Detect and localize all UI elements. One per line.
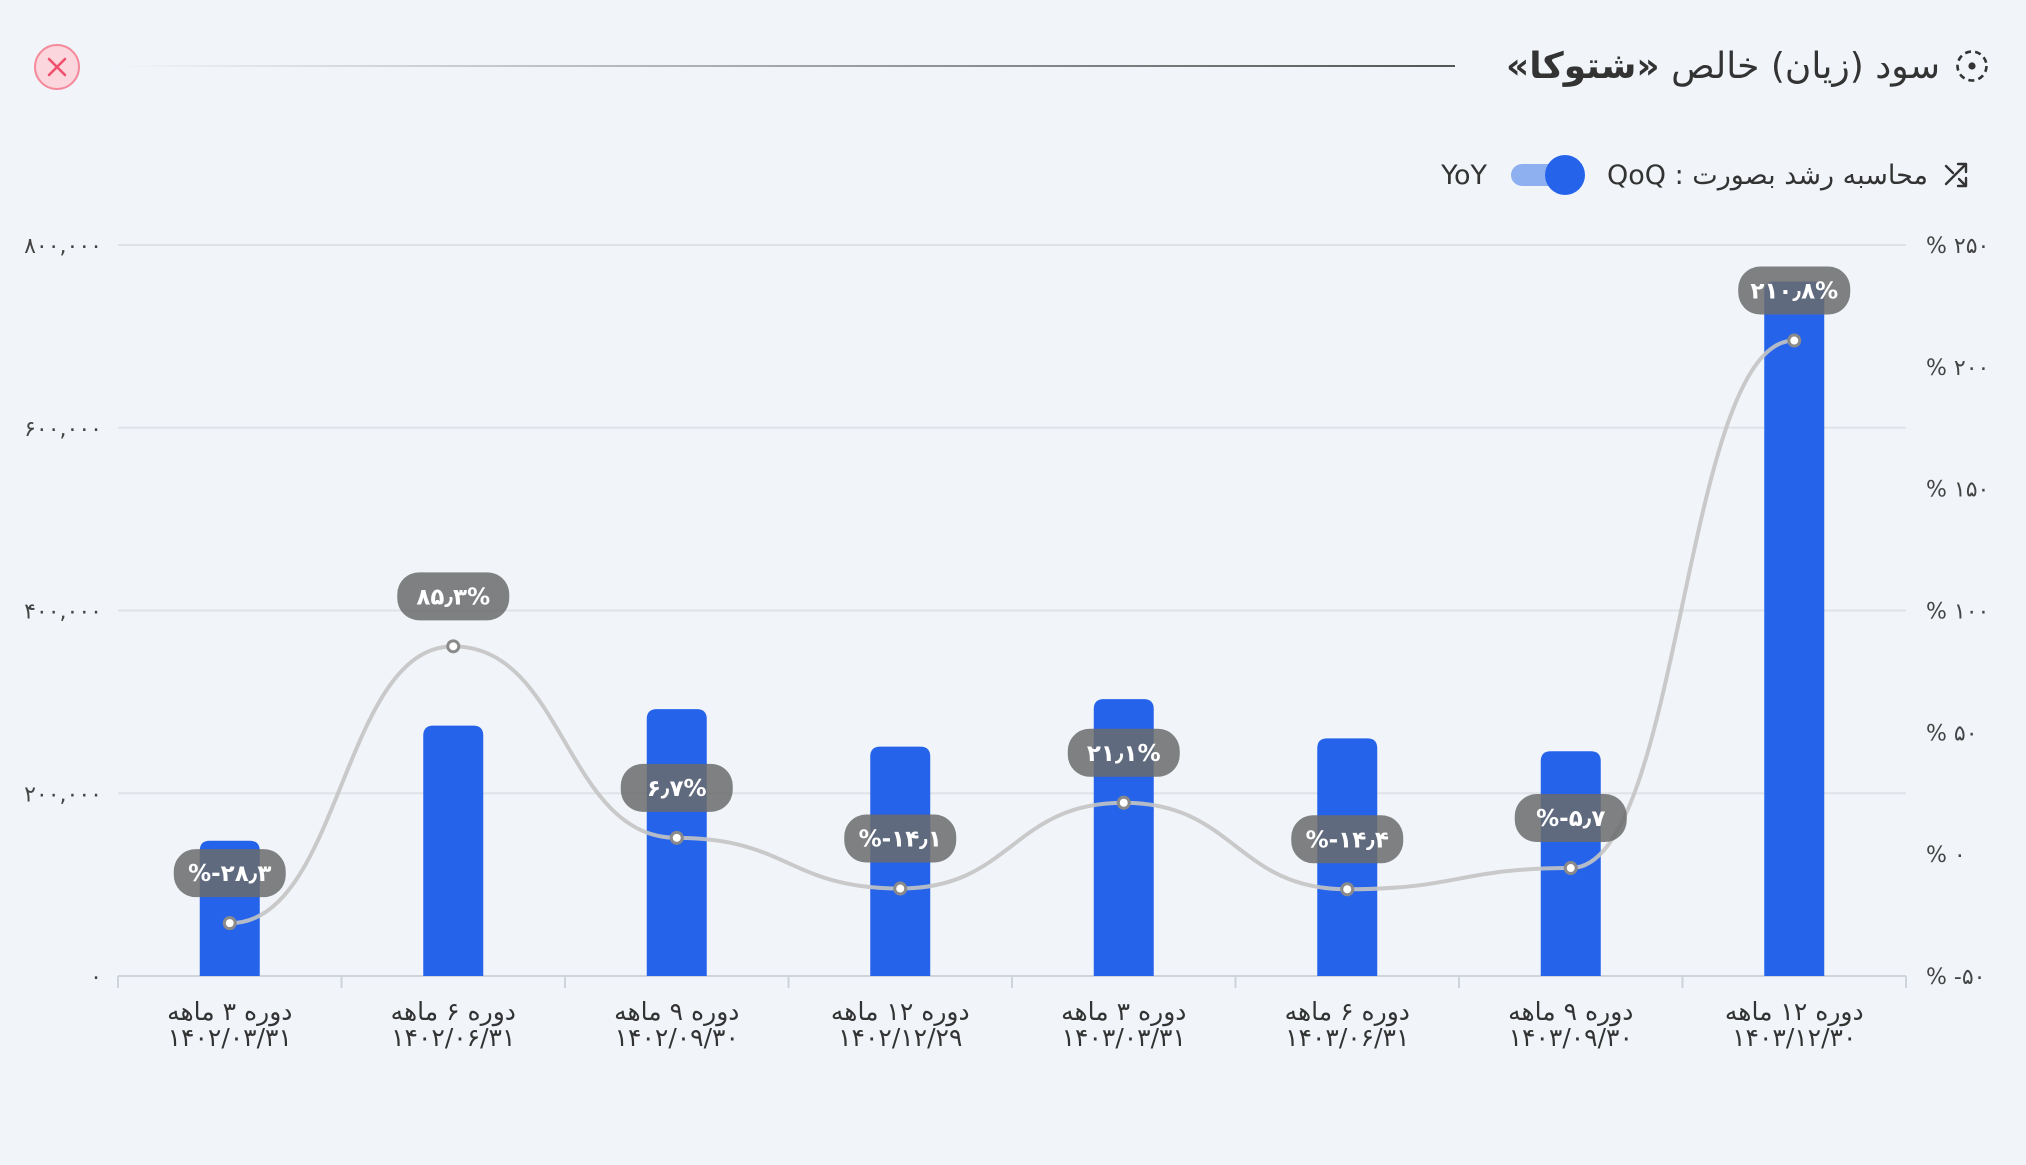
growth-mode-label: محاسبه رشد بصورت : QoQ: [1607, 159, 1928, 191]
growth-label: ۶٫۷%: [647, 776, 707, 802]
x-label-date: ۱۴۰۲/۰۶/۳۱: [391, 1023, 515, 1052]
grid-lines: [118, 244, 1906, 795]
y2-tick-label: % ۰: [1926, 843, 1966, 868]
growth-point: [893, 881, 908, 896]
close-button[interactable]: [34, 44, 80, 90]
growth-label: %-۲۸٫۳: [188, 861, 271, 887]
x-label-date: ۱۴۰۳/۰۹/۳۰: [1509, 1023, 1633, 1052]
axes: ۰ ۲۰۰,۰۰۰ ۴۰۰,۰۰۰ ۶۰۰,۰۰۰ ۸۰۰,۰۰۰ % -۵۰ % ۰ % ۵…: [24, 234, 1989, 990]
page-title: سود (زیان) خالص «شتوکا»: [1506, 46, 1940, 87]
growth-mode-toggle[interactable]: [1509, 155, 1585, 195]
y-tick-label: ۰: [90, 965, 102, 990]
title-divider: [115, 65, 1455, 67]
y2-tick-label: % ۲۵۰: [1926, 234, 1989, 259]
growth-badge: [1738, 266, 1851, 315]
y2-tick-label: % ۱۰۰: [1926, 600, 1989, 625]
growth-label: %-۵٫۷: [1536, 806, 1605, 832]
growth-point: [1340, 882, 1355, 897]
growth-badge: [620, 763, 733, 812]
yoy-label: YoY: [1441, 159, 1487, 191]
growth-point: [1787, 333, 1802, 348]
y-tick-label: ۲۰۰,۰۰۰: [24, 782, 102, 807]
growth-badge: [397, 572, 510, 621]
growth-badge: [1067, 728, 1180, 777]
y-tick-label: ۴۰۰,۰۰۰: [24, 600, 102, 625]
growth-line-layer: [222, 333, 1802, 931]
x-label-period: دوره ۳ ماهه: [1061, 997, 1186, 1027]
growth-point: [669, 830, 684, 845]
y2-tick-label: % ۱۵۰: [1926, 478, 1989, 503]
title-group: سود (زیان) خالص «شتوکا»: [1506, 36, 1990, 96]
y-tick-label: ۶۰۰,۰۰۰: [24, 417, 102, 442]
growth-label: ۲۱۰٫۸%: [1750, 279, 1838, 305]
growth-point: [1116, 795, 1131, 810]
x-label-date: ۱۴۰۳/۱۲/۳۰: [1732, 1023, 1856, 1052]
growth-label: ۲۱٫۱%: [1087, 741, 1161, 767]
growth-label: %-۱۴٫۴: [1306, 827, 1389, 853]
x-label-period: دوره ۹ ماهه: [614, 997, 739, 1027]
x-label-period: دوره ۶ ماهه: [391, 997, 516, 1027]
x-label-date: ۱۴۰۲/۰۳/۳۱: [168, 1023, 292, 1052]
x-label-date: ۱۴۰۳/۰۳/۳۱: [1062, 1023, 1186, 1052]
growth-point: [1563, 861, 1578, 876]
toggle-knob: [1545, 155, 1585, 195]
x-label-period: دوره ۶ ماهه: [1285, 997, 1410, 1027]
close-icon: [47, 57, 67, 77]
dotted-circle-icon: [1956, 50, 1988, 82]
x-label-period: دوره ۹ ماهه: [1508, 997, 1633, 1027]
x-label-period: دوره ۳ ماهه: [167, 997, 292, 1027]
x-label-period: دوره ۱۲ ماهه: [1725, 997, 1864, 1027]
growth-badge: [1291, 815, 1404, 864]
y2-tick-label: % ۵۰: [1926, 721, 1978, 746]
growth-label: %-۱۴٫۱: [859, 827, 942, 853]
y2-tick-label: % -۵۰: [1926, 965, 1985, 990]
growth-badge: [173, 849, 286, 898]
growth-badge: [1514, 794, 1627, 843]
x-label-period: دوره ۱۲ ماهه: [831, 997, 970, 1027]
bar: [1764, 281, 1825, 976]
x-label-date: ۱۴۰۳/۰۶/۳۱: [1285, 1023, 1409, 1052]
growth-point: [446, 639, 461, 654]
growth-labels: %-۲۸٫۳ ۸۵٫۳% ۶٫۷% %-۱۴٫۱ ۲۱٫۱% %-۱۴٫۴ %-۵٫۷ ۲۱۰…: [173, 266, 1851, 898]
y2-tick-label: % ۲۰۰: [1926, 356, 1989, 381]
bar: [423, 725, 484, 976]
trend-arrows-icon: [1944, 162, 1968, 188]
chart-header: سود (زیان) خالص «شتوکا»: [0, 36, 2026, 96]
growth-badge: [844, 814, 957, 863]
growth-label: ۸۵٫۳%: [416, 584, 490, 610]
x-label-date: ۱۴۰۲/۱۲/۲۹: [838, 1023, 962, 1052]
y-tick-label: ۸۰۰,۰۰۰: [24, 234, 102, 259]
bars: [199, 281, 1825, 976]
title-company: «شتوکا»: [1506, 45, 1660, 87]
title-prefix: سود (زیان) خالص: [1671, 45, 1940, 87]
growth-mode-row: محاسبه رشد بصورت : QoQ YoY: [1441, 152, 1972, 198]
x-label-date: ۱۴۰۲/۰۹/۳۰: [615, 1023, 739, 1052]
growth-point: [222, 916, 237, 931]
